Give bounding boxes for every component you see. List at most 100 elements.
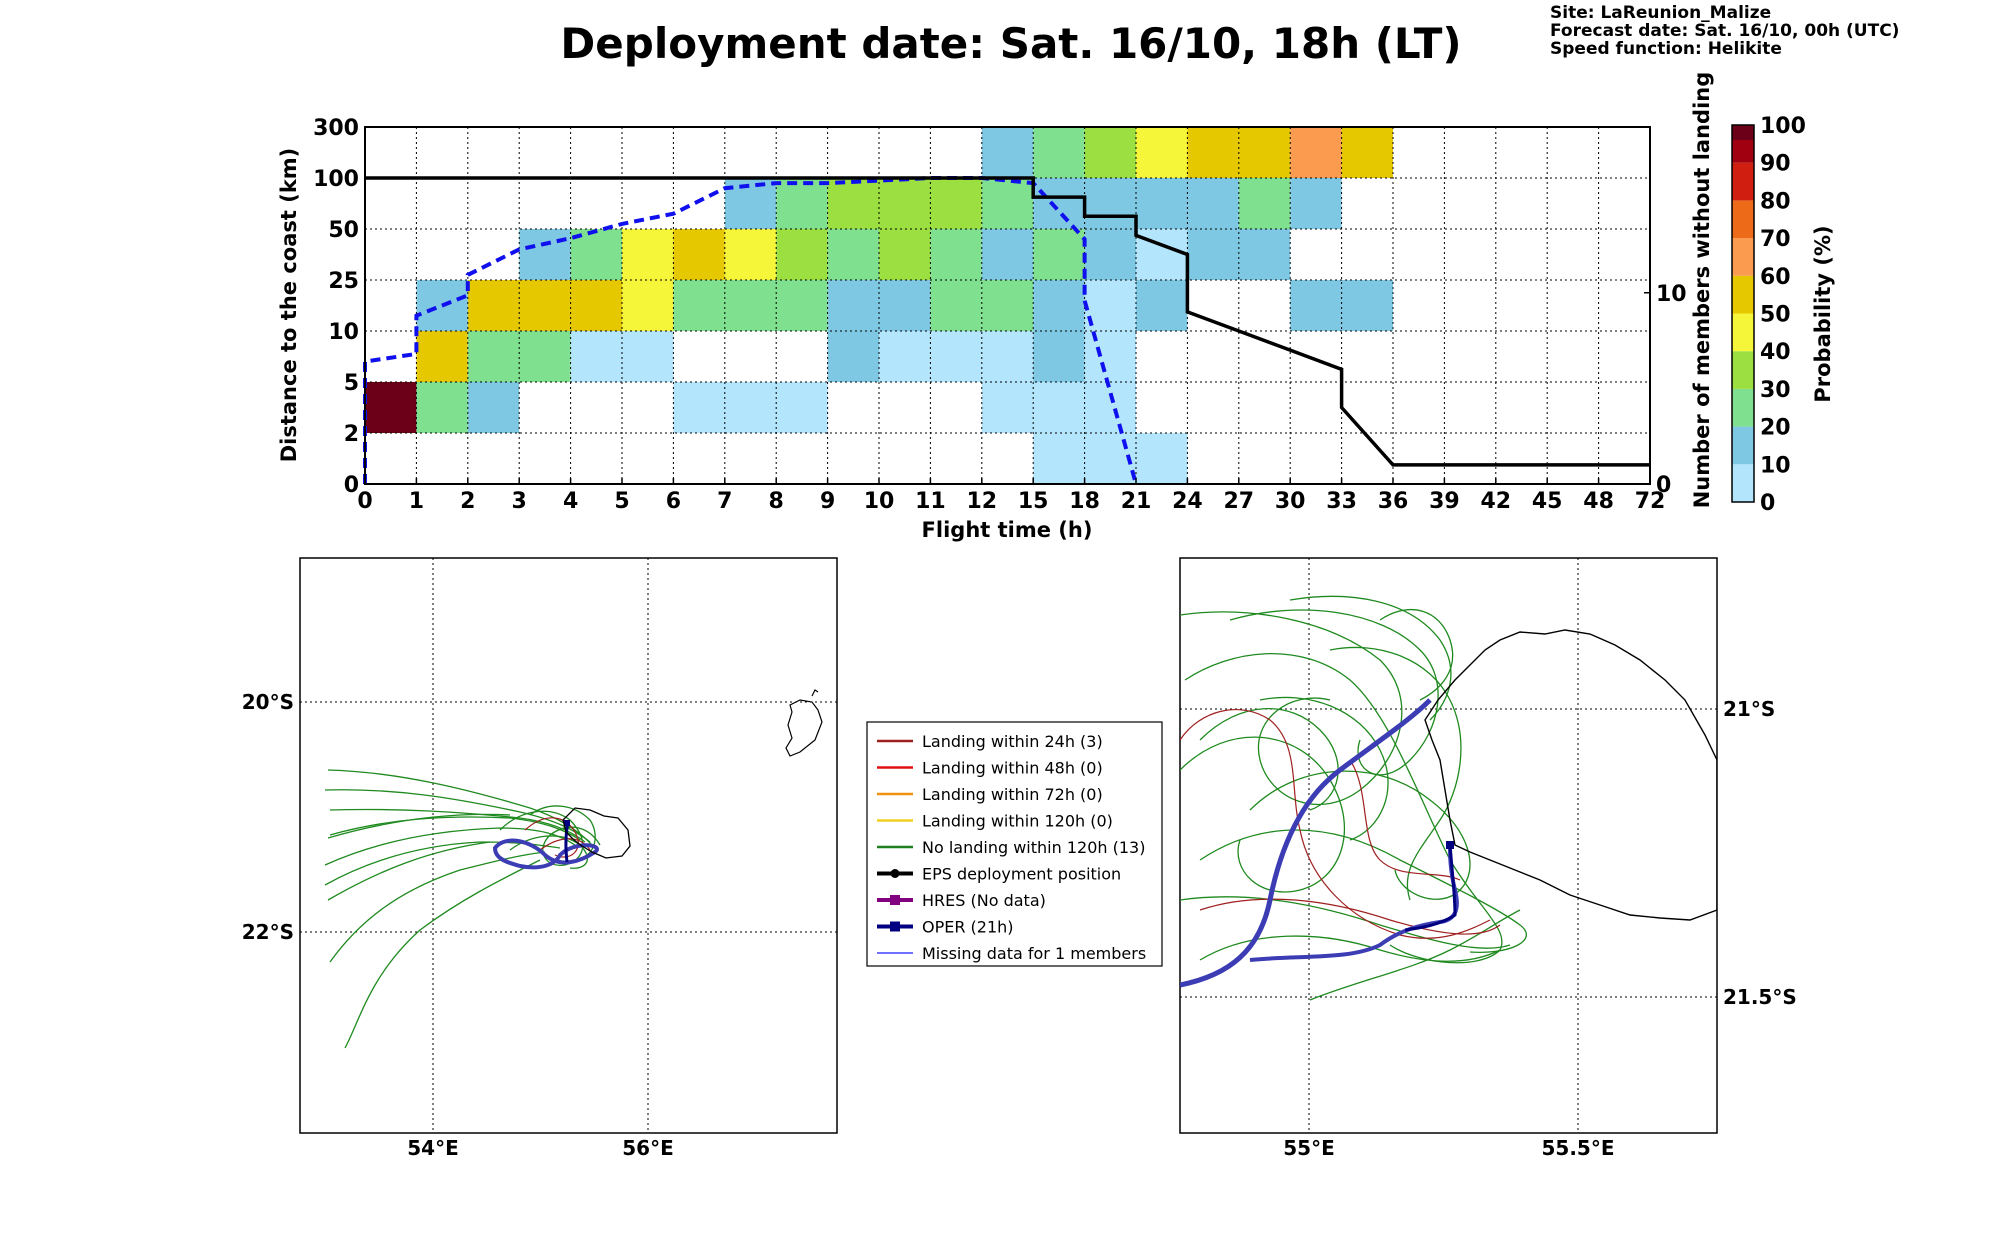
x-tick-label: 27	[1223, 489, 1254, 514]
colorbar-ticks: 0 10 20 30 40 50 60 70 80 90 100	[1760, 114, 1806, 516]
colorbar-tick-label: 60	[1760, 265, 1791, 290]
legend-item: Landing within 48h (0)	[877, 759, 1103, 778]
legend-label: Missing data for 1 members	[922, 944, 1146, 963]
x-tick-label: 45	[1532, 489, 1563, 514]
legend-item: Missing data for 1 members	[877, 944, 1146, 963]
x-tick-label: 39	[1429, 489, 1460, 514]
heatmap-cell	[879, 229, 931, 280]
x-tick-label: 36	[1378, 489, 1409, 514]
x-tick-label: 8	[769, 489, 784, 514]
colorbar-label: Probability (%)	[1811, 225, 1835, 402]
map-legend: Landing within 24h (3) Landing within 48h…	[866, 721, 1163, 967]
y-tick-label: 300	[313, 116, 359, 141]
x-tick-label: 72	[1635, 489, 1666, 514]
heatmap-cells	[365, 127, 1393, 484]
heatmap-cell	[981, 382, 1136, 433]
heatmap-cell	[981, 331, 1034, 382]
y-tick-label: 10	[328, 320, 359, 345]
colorbar-bin	[1732, 388, 1754, 427]
right-tick-label: 0	[1656, 473, 1671, 498]
x-axis-label: Flight time (h)	[922, 518, 1093, 542]
legend-item: Landing within 120h (0)	[877, 812, 1113, 831]
colorbar-bin	[1732, 351, 1754, 389]
colorbar-bin	[1732, 125, 1754, 141]
legend-item: EPS deployment position	[877, 865, 1121, 884]
heatmap-cell	[827, 229, 879, 280]
legend-label: Landing within 24h (3)	[922, 732, 1103, 751]
heatmap-cell	[622, 229, 674, 280]
map-left-frame	[299, 557, 838, 1134]
heatmap-cell	[827, 178, 982, 229]
x-tick-label: 3	[512, 489, 527, 514]
colorbar-tick-label: 90	[1760, 152, 1791, 177]
map-right-tick-labels: 55°E 55.5°E 21°S 21.5°S	[1283, 697, 1797, 1160]
forecast-date-label: Forecast date: Sat. 16/10, 00h (UTC)	[1550, 21, 1899, 41]
legend-item: Landing within 72h (0)	[877, 785, 1103, 804]
heatmap-cell	[981, 127, 1034, 178]
right-tick-labels: 0 10	[1644, 282, 1687, 498]
colorbar-bin	[1732, 464, 1754, 502]
colorbar-frame	[1731, 124, 1755, 503]
colorbar-bin	[1732, 200, 1754, 239]
heatmap-cell	[622, 280, 674, 331]
map-left-lat-tick: 20°S	[242, 690, 294, 714]
x-tick-label: 12	[966, 489, 997, 514]
heatmap-cell	[365, 382, 417, 433]
dashed-series-line	[363, 176, 1138, 485]
legend-item: Landing within 24h (3)	[877, 732, 1103, 751]
x-tick-label: 11	[915, 489, 946, 514]
heatmap-cell	[1033, 229, 1085, 280]
legend-label: Landing within 120h (0)	[922, 812, 1113, 831]
map-left-tick-labels: 54°E 56°E 20°S 22°S	[242, 690, 674, 1160]
colorbar-tick-label: 80	[1760, 189, 1791, 214]
y-tick-label: 50	[328, 218, 359, 243]
y-tick-label: 0	[344, 473, 359, 498]
x-tick-label: 33	[1326, 489, 1357, 514]
colorbar-tick-label: 0	[1760, 491, 1775, 516]
heatmap-cell	[1290, 178, 1342, 229]
legend-frame	[866, 721, 1163, 967]
colorbar-tick-label: 40	[1760, 340, 1791, 365]
y-axis-label: Distance to the coast (km)	[277, 148, 301, 463]
colorbar-bin	[1732, 162, 1754, 201]
map-right-lon-tick: 55.5°E	[1541, 1136, 1614, 1160]
heatmap-cell	[416, 382, 468, 433]
page-title: Deployment date: Sat. 16/10, 18h (LT)	[560, 19, 1461, 68]
x-tick-label: 4	[563, 489, 578, 514]
heatmap-cell	[1290, 127, 1342, 178]
x-tick-label: 24	[1172, 489, 1203, 514]
heatmap-cell	[1033, 178, 1085, 229]
legend-item: No landing within 120h (13)	[877, 838, 1145, 857]
legend-label: No landing within 120h (13)	[922, 838, 1145, 857]
site-label: Site: LaReunion_Malize	[1550, 3, 1771, 23]
heatmap-cell	[467, 280, 622, 331]
map-left-graticule	[300, 558, 837, 1133]
heatmap-cell	[467, 382, 520, 433]
x-tick-label: 7	[717, 489, 732, 514]
x-tick-label: 21	[1121, 489, 1152, 514]
heatmap-cell	[1033, 127, 1085, 178]
map-right-lon-tick: 55°E	[1283, 1136, 1335, 1160]
colorbar-bin	[1732, 275, 1754, 314]
right-tick-label: 10	[1656, 282, 1687, 307]
x-tick-label: 6	[666, 489, 681, 514]
colorbar-tick-label: 70	[1760, 227, 1791, 252]
heatmap-cell	[673, 229, 725, 280]
heatmap-series	[363, 176, 1650, 485]
heatmap-cell	[416, 331, 468, 382]
legend-marker	[890, 869, 900, 878]
legend-item: OPER (21h)	[877, 918, 1014, 937]
heatmap-cell	[1238, 178, 1291, 229]
x-tick-label: 2	[460, 489, 475, 514]
y-tick-label: 100	[313, 167, 359, 192]
x-tick-label: 48	[1583, 489, 1614, 514]
legend-label: HRES (No data)	[922, 891, 1046, 910]
colorbar-tick-label: 100	[1760, 114, 1806, 139]
legend-label: Landing within 48h (0)	[922, 759, 1103, 778]
heatmap-cell	[724, 178, 777, 229]
x-tick-label: 42	[1480, 489, 1511, 514]
colorbar-tick-label: 30	[1760, 378, 1791, 403]
heatmap-cell	[981, 280, 1034, 331]
map-right-lat-tick: 21°S	[1723, 697, 1775, 721]
